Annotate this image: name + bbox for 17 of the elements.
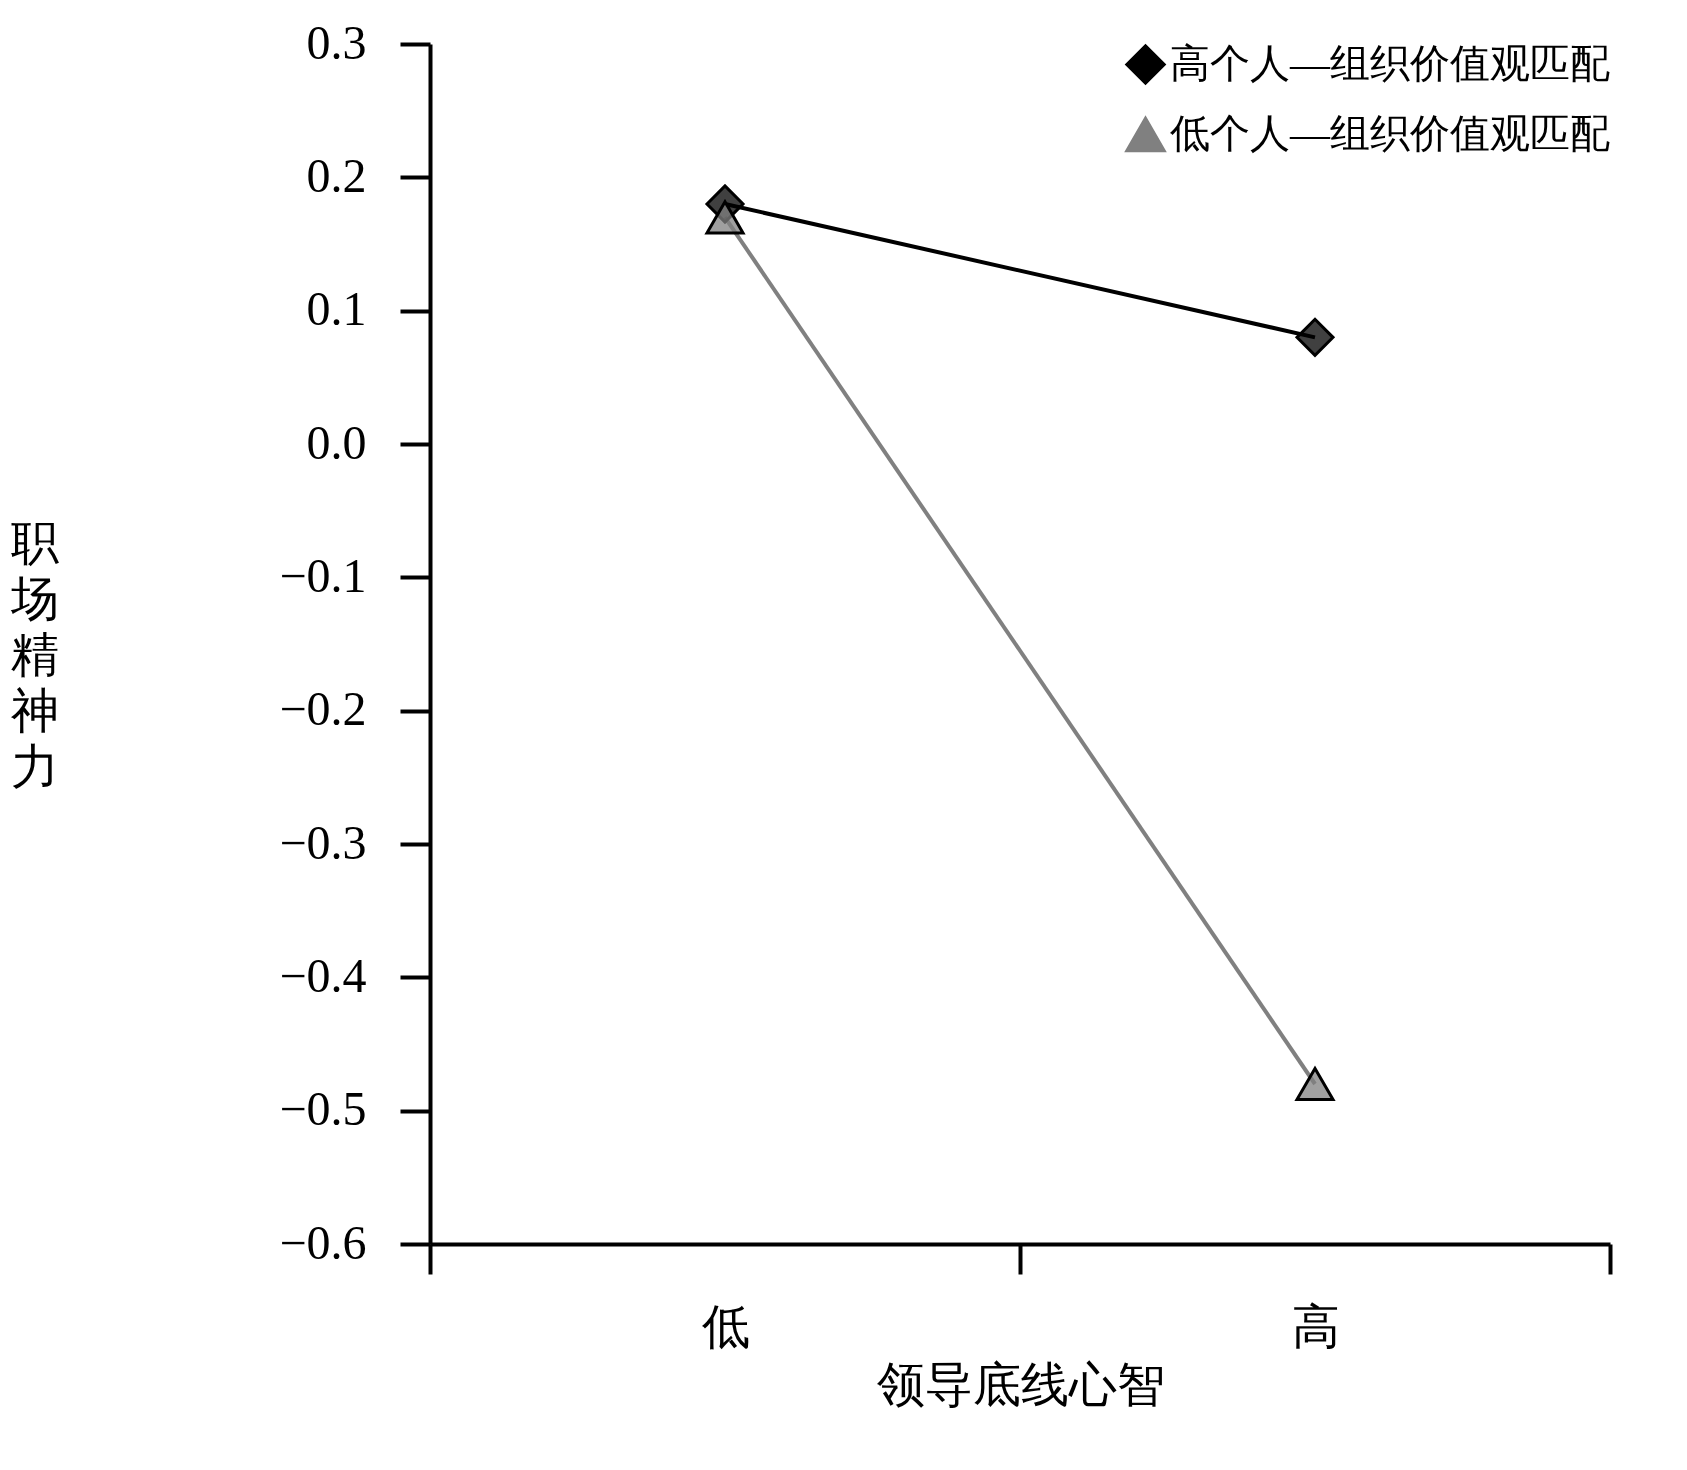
legend-label: 低个人—组织价值观匹配: [1170, 110, 1610, 156]
y-tick-label: 0.0: [306, 415, 367, 469]
y-tick-label: −0.4: [279, 948, 367, 1002]
y-tick-label: −0.3: [279, 815, 367, 869]
y-tick-label: −0.5: [279, 1082, 367, 1136]
x-tick-label: 低: [701, 1299, 750, 1353]
y-tick-label: −0.6: [279, 1215, 367, 1269]
y-tick-label: 0.2: [306, 148, 367, 202]
point: [1295, 317, 1335, 357]
y-tick-label: −0.1: [279, 548, 367, 602]
legend-label: 高个人—组织价值观匹配: [1170, 40, 1610, 86]
x-axis-title: 领导底线心智: [876, 1357, 1165, 1411]
y-tick-label: −0.2: [279, 682, 367, 736]
y-tick-label: 0.3: [306, 15, 367, 69]
y-tick-label: 0.1: [306, 282, 367, 336]
y-axis-title: 职场精神力: [10, 515, 60, 793]
x-tick-label: 高: [1291, 1299, 1340, 1353]
